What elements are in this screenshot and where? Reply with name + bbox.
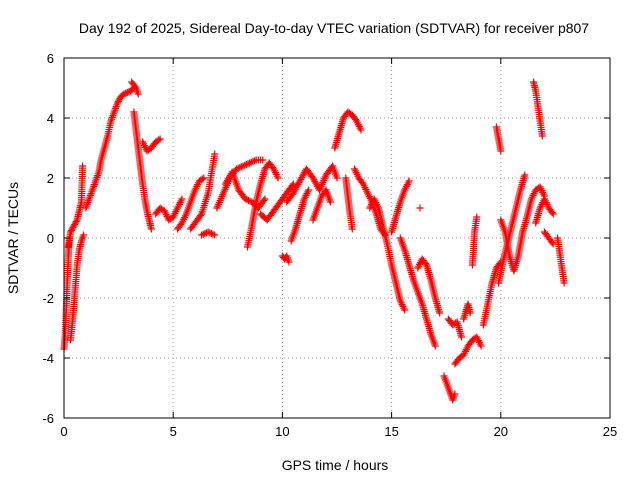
data-point (80, 231, 88, 239)
chart-title: Day 192 of 2025, Sidereal Day-to-day VTE… (79, 20, 589, 36)
x-tick-label: 0 (60, 424, 67, 439)
data-point (431, 342, 439, 350)
data-point (72, 218, 80, 225)
data-point (241, 161, 249, 169)
grid (64, 58, 610, 418)
data-point (436, 309, 444, 317)
y-tick-label: 6 (47, 51, 54, 66)
data-point (239, 162, 247, 170)
data-point (538, 132, 546, 140)
x-axis-ticks: 0 5 10 15 20 25 (60, 58, 617, 439)
data-point (560, 279, 568, 287)
data-point (237, 163, 245, 171)
data-marks (60, 78, 568, 404)
data-point (134, 90, 142, 98)
data-point (207, 230, 215, 237)
data-point (260, 197, 268, 204)
y-tick-label: 0 (47, 231, 54, 246)
data-point (548, 239, 556, 246)
data-point (416, 204, 424, 212)
data-point (206, 229, 214, 237)
data-point (178, 195, 186, 203)
data-point (549, 210, 557, 218)
data-point (204, 228, 212, 236)
data-point (357, 126, 365, 134)
data-point (236, 164, 244, 171)
data-point (67, 227, 75, 234)
y-axis-ticks: -6 -4 -2 0 2 4 6 (42, 51, 610, 426)
data-point (401, 306, 409, 314)
y-tick-label: 2 (47, 171, 54, 186)
y-tick-label: 4 (47, 111, 54, 126)
data-point (71, 221, 79, 228)
data-point (234, 164, 242, 172)
data-point (521, 171, 529, 179)
data-point (199, 230, 207, 238)
data-point (68, 225, 76, 233)
data-point (246, 159, 254, 167)
data-point (233, 165, 241, 173)
x-axis-label: GPS time / hours (282, 457, 389, 473)
x-tick-label: 5 (170, 424, 177, 439)
data-point (457, 333, 465, 341)
y-tick-label: -6 (42, 411, 54, 426)
data-point (242, 161, 250, 168)
data-point (122, 89, 130, 97)
data-point (198, 175, 206, 183)
data-point (259, 156, 267, 164)
y-tick-label: -4 (42, 351, 54, 366)
data-point (198, 231, 206, 239)
x-tick-label: 20 (494, 424, 508, 439)
data-point (70, 222, 78, 230)
x-tick-label: 10 (275, 424, 289, 439)
data-point (200, 174, 208, 182)
data-point (473, 213, 481, 221)
data-point (477, 342, 485, 350)
data-point (243, 196, 251, 204)
data-point (497, 147, 505, 155)
data-point (326, 198, 334, 206)
data-point (114, 99, 122, 107)
data-point (421, 260, 429, 267)
data-point (71, 219, 79, 227)
data-point (288, 182, 296, 189)
data-point (348, 225, 356, 233)
data-point (147, 225, 155, 233)
data-point (274, 174, 282, 182)
data-point (249, 158, 257, 165)
data-point (451, 390, 459, 398)
data-point (209, 230, 217, 238)
data-point (247, 158, 255, 166)
data-point (241, 195, 249, 203)
data-point (244, 160, 252, 168)
data-point (548, 209, 556, 216)
data-point (79, 162, 87, 170)
data-point (285, 258, 293, 266)
data-point (67, 228, 75, 236)
data-point (115, 96, 123, 104)
data-point (114, 98, 122, 105)
data-point (201, 230, 209, 237)
data-point (305, 186, 313, 194)
data-point (155, 136, 163, 144)
data-point (156, 135, 164, 143)
data-point (466, 309, 474, 317)
data-point (261, 195, 269, 203)
data-point (69, 224, 77, 231)
data-point (333, 174, 341, 182)
x-tick-label: 25 (603, 424, 617, 439)
data-point (211, 150, 219, 158)
data-point (197, 212, 204, 219)
data-point (251, 157, 259, 165)
data-point (120, 90, 128, 98)
data-point (245, 197, 253, 204)
data-point (123, 89, 131, 96)
data-point (405, 177, 413, 185)
data-point (211, 231, 219, 239)
y-axis-label: SDTVAR / TECUs (5, 182, 21, 294)
y-tick-label: -2 (42, 291, 54, 306)
x-tick-label: 15 (384, 424, 398, 439)
